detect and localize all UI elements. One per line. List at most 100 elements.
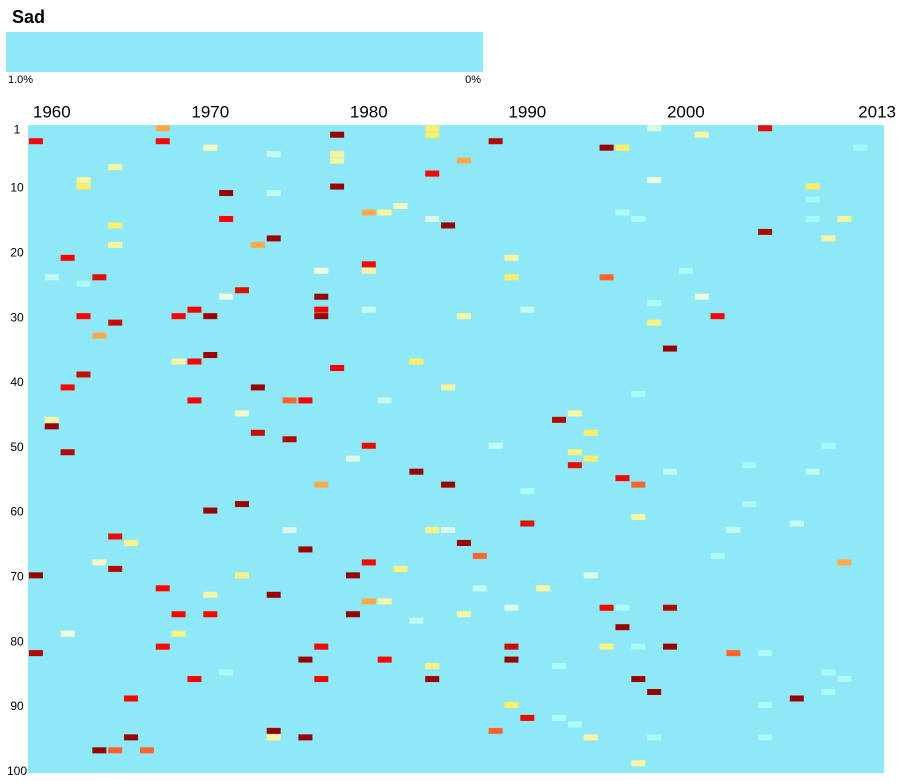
heat-cell <box>663 345 677 352</box>
heat-cell <box>60 384 75 391</box>
heat-cell <box>583 572 598 579</box>
heat-cell <box>314 306 329 313</box>
heat-cell <box>583 429 598 436</box>
heat-cell <box>314 313 329 320</box>
heat-cell <box>377 397 392 404</box>
heat-cell <box>488 138 503 145</box>
heat-cell <box>758 650 773 657</box>
heat-cell <box>663 643 677 650</box>
heat-cell <box>758 701 773 708</box>
heat-cell <box>536 585 551 592</box>
heat-cell <box>345 611 360 618</box>
y-tick-label: 60 <box>10 505 24 519</box>
heat-cell <box>615 209 630 216</box>
heat-cell <box>552 663 567 670</box>
heat-cell <box>108 533 123 540</box>
heat-cell <box>330 183 345 190</box>
heat-cell <box>488 727 503 734</box>
heat-cell <box>504 643 519 650</box>
heat-cell <box>647 734 662 741</box>
heat-cell <box>456 539 471 546</box>
heat-cell <box>314 293 329 300</box>
heat-cell <box>710 552 725 559</box>
heat-cell <box>615 475 630 482</box>
heat-cell <box>552 416 567 423</box>
heat-cell <box>631 760 646 767</box>
heat-cell <box>361 442 376 449</box>
heat-cell <box>139 747 154 754</box>
heat-cell <box>726 527 741 533</box>
heat-cell <box>567 462 582 469</box>
heat-cell <box>694 131 709 138</box>
y-tick-label: 20 <box>10 246 24 260</box>
heat-cell <box>837 676 852 683</box>
heat-cell <box>425 676 440 683</box>
heat-cell <box>694 293 709 300</box>
heat-cell <box>250 429 265 436</box>
heat-cell <box>108 222 123 229</box>
heat-cell <box>92 274 107 281</box>
heat-cell <box>821 669 836 676</box>
heat-cell <box>631 215 646 222</box>
heat-cell <box>203 507 218 514</box>
heat-cell <box>203 591 218 598</box>
heat-cell <box>345 572 360 579</box>
heat-cell <box>155 125 170 132</box>
heat-cell <box>615 624 630 631</box>
heat-cell <box>171 358 186 365</box>
heat-cell <box>821 689 836 695</box>
heat-cell <box>314 267 329 274</box>
heat-cell <box>441 481 456 488</box>
heat-cell <box>361 267 376 274</box>
heat-cell <box>171 313 186 320</box>
heat-cell <box>678 267 693 274</box>
chart-title: Sad <box>12 7 45 27</box>
heat-cell <box>203 611 218 618</box>
heat-cell <box>567 449 582 456</box>
heat-cell <box>235 572 249 579</box>
x-tick-label: 1990 <box>508 102 546 121</box>
x-tick-label: 1980 <box>350 102 388 121</box>
heat-cell <box>108 319 123 326</box>
plot-background <box>28 125 884 773</box>
heat-cell <box>266 190 281 197</box>
heat-cell <box>28 572 43 579</box>
heat-cell <box>28 650 43 657</box>
heat-cell <box>758 228 773 235</box>
heat-cell <box>60 630 75 637</box>
y-tick-label: 80 <box>10 634 24 648</box>
heat-cell <box>108 241 123 248</box>
heat-cell <box>472 552 487 559</box>
heat-cell <box>377 209 392 216</box>
heat-cell <box>837 559 852 566</box>
heat-cell <box>298 734 313 741</box>
heat-cell <box>520 520 535 527</box>
heat-cell <box>92 559 107 566</box>
heat-cell <box>663 468 677 475</box>
heat-cell <box>187 397 202 404</box>
heat-cell <box>235 410 249 417</box>
heat-cell <box>330 365 345 371</box>
heat-cell <box>425 663 440 670</box>
heat-cell <box>488 442 503 449</box>
heat-cell <box>155 585 170 592</box>
heat-cell <box>520 306 535 313</box>
heat-cell <box>377 656 392 663</box>
heat-cell <box>345 455 360 462</box>
heat-cell <box>504 274 519 281</box>
heat-cell <box>409 468 424 475</box>
heat-cell <box>647 300 662 307</box>
heat-cell <box>28 138 43 145</box>
heat-cell <box>520 488 535 495</box>
heat-cell <box>250 241 265 248</box>
x-tick-label: 2013 <box>858 102 896 121</box>
y-tick-label: 90 <box>10 699 24 713</box>
heat-cell <box>44 423 59 430</box>
heat-cell <box>425 170 440 177</box>
y-tick-label: 40 <box>10 375 24 389</box>
heat-cell <box>425 527 440 533</box>
colorbar-tick-label: 0% <box>465 74 481 86</box>
heat-cell <box>298 546 313 553</box>
heat-cell <box>583 734 598 741</box>
heat-cell <box>171 630 186 637</box>
